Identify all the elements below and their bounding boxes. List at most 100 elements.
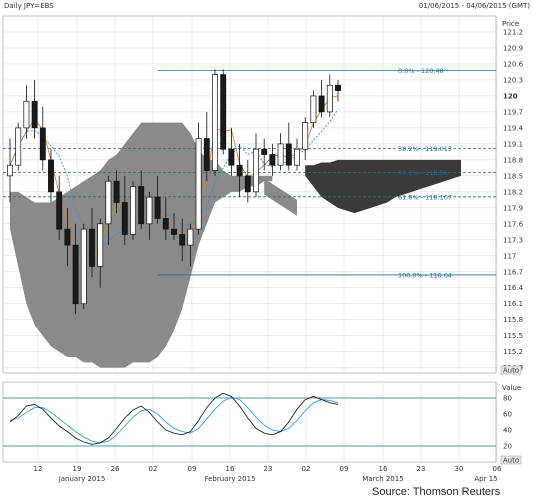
candle-body xyxy=(195,138,202,230)
candle-body xyxy=(64,228,71,246)
price-tick-label: 117.6 xyxy=(503,220,524,228)
stochastic-oscillator xyxy=(3,392,496,447)
candle-body xyxy=(302,122,309,150)
fibonacci-label: 100.0% - 116.64 xyxy=(398,271,452,279)
price-tick-label: 118.8 xyxy=(503,156,523,164)
date-tick-label: 30 xyxy=(455,465,464,473)
candle-body xyxy=(236,164,243,177)
fibonacci-label: 0.0% - 120.48 xyxy=(398,67,444,75)
candle-body xyxy=(113,180,120,203)
price-tick-label: 120 xyxy=(503,92,518,100)
stochastic-k-line xyxy=(9,392,339,445)
price-tick-label: 119.4 xyxy=(503,124,524,132)
date-axis: 12 19 26 02 09 16 23 02 09 16 23 30 06 January 2015 Fe… xyxy=(34,465,502,483)
date-tick-label: 06 xyxy=(493,465,502,473)
month-label: March 2015 xyxy=(362,475,403,483)
date-tick-label: 16 xyxy=(226,465,235,473)
candle-body xyxy=(23,100,30,129)
indicator-auto-label: Auto xyxy=(503,457,519,465)
candle-body xyxy=(7,164,13,177)
candle-body xyxy=(212,74,218,171)
indicator-tick-label: 40 xyxy=(503,427,512,435)
candle-body xyxy=(72,244,79,305)
candle-body xyxy=(203,138,210,171)
date-tick-label: 02 xyxy=(302,465,311,473)
candle-body xyxy=(269,154,276,166)
candle-body xyxy=(162,218,169,230)
candle-body xyxy=(253,148,259,193)
candle-body xyxy=(171,228,177,235)
price-tick-label: 117 xyxy=(503,252,516,260)
price-tick-label: 121.2 xyxy=(503,28,523,36)
price-tick-label: 118.5 xyxy=(503,172,523,180)
candle-body xyxy=(39,127,46,161)
candle-body xyxy=(31,100,38,129)
candle-body xyxy=(48,159,54,193)
candle-body xyxy=(335,84,341,91)
cloud-dark-area xyxy=(305,159,461,214)
month-label: January 2015 xyxy=(58,475,106,483)
price-tick-label: 115.5 xyxy=(503,332,523,340)
indicator-axis: Value 80 60 40 20 xyxy=(502,384,521,451)
price-tick-label: 115.2 xyxy=(503,348,523,356)
stochastic-d-line xyxy=(9,396,339,444)
price-tick-label: 119.1 xyxy=(503,140,523,148)
candle-body xyxy=(244,175,251,193)
price-auto-label: Auto xyxy=(503,367,519,375)
date-tick-label: 02 xyxy=(149,465,158,473)
candle-body xyxy=(261,148,268,155)
candle-body xyxy=(310,95,317,123)
candle-body xyxy=(187,228,194,246)
price-tick-label: 116.4 xyxy=(503,284,524,292)
candle-body xyxy=(285,143,292,166)
source-credit: Source: Thomson Reuters xyxy=(372,486,501,498)
indicator-tick-label: 20 xyxy=(503,443,512,451)
candle-body xyxy=(179,234,186,246)
price-tick-label: 120.3 xyxy=(503,76,523,84)
candle-body xyxy=(130,186,136,235)
fibonacci-label: 38.2% - 119.013 xyxy=(398,145,452,153)
price-tick-label: 119.7 xyxy=(503,108,523,116)
indicator-auto-button[interactable] xyxy=(500,455,522,465)
price-tick-label: 116.1 xyxy=(503,300,523,308)
price-tick-label: 117.3 xyxy=(503,236,523,244)
month-label: Apr 15 xyxy=(474,475,497,483)
price-auto-button[interactable] xyxy=(500,365,522,375)
price-tick-label: 116.7 xyxy=(503,268,523,276)
price-tick-label: 120.6 xyxy=(503,60,524,68)
date-tick-label: 26 xyxy=(111,465,120,473)
price-tick-label: 117.9 xyxy=(503,204,523,212)
date-tick-label: 12 xyxy=(34,465,43,473)
price-axis: Price 121.2 120.9 120.6 120.3 120 119.7 119.4 1… xyxy=(502,20,524,372)
date-tick-label: 23 xyxy=(264,465,273,473)
month-label: February 2015 xyxy=(204,475,255,483)
date-tick-label: 09 xyxy=(188,465,197,473)
price-tick-label: 120.9 xyxy=(503,44,523,52)
candle-body xyxy=(220,74,227,150)
candle-body xyxy=(97,223,104,267)
indicator-plot-frame xyxy=(2,381,497,463)
candle-body xyxy=(89,228,95,267)
candle-body xyxy=(228,148,235,166)
candle-body xyxy=(56,191,63,230)
price-tick-label: 115.8 xyxy=(503,316,523,324)
candle-body xyxy=(15,127,22,166)
price-axis-title: Price xyxy=(502,20,519,28)
price-tick-label: 118.2 xyxy=(503,188,523,196)
candle-body xyxy=(138,186,145,225)
candlesticks xyxy=(7,69,341,315)
date-tick-label: 09 xyxy=(340,465,349,473)
date-tick-label: 16 xyxy=(379,465,388,473)
candle-body xyxy=(146,196,153,225)
date-tick-label: 19 xyxy=(73,465,82,473)
date-range: 01/06/2015 - 04/06/2015 (GMT) xyxy=(419,2,530,10)
candle-body xyxy=(294,148,300,166)
candle-body xyxy=(80,228,87,305)
candle-body xyxy=(277,143,284,166)
candle-body xyxy=(326,84,333,113)
indicator-axis-title: Value xyxy=(502,384,521,392)
indicator-tick-label: 80 xyxy=(503,395,512,403)
candle-body xyxy=(121,202,128,235)
fibonacci-label: 61.8% - 118.107 xyxy=(398,193,452,201)
